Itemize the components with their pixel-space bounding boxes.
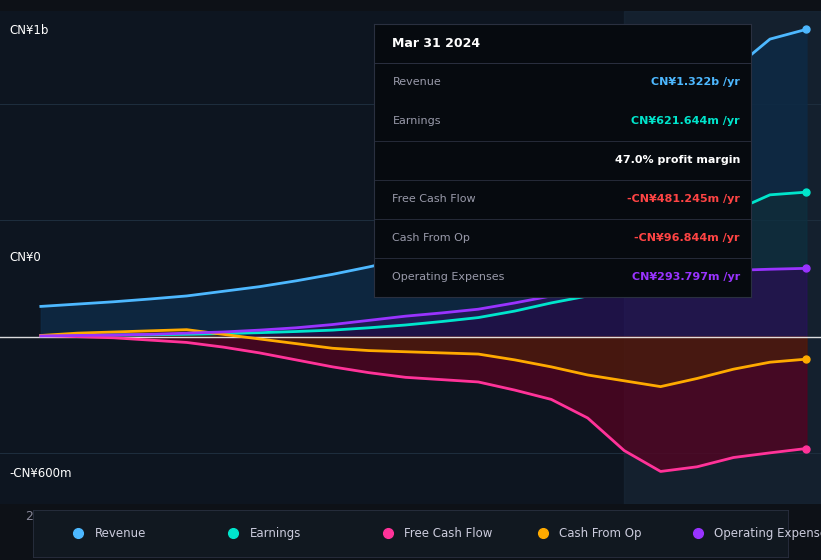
Text: -CN¥600m: -CN¥600m [10, 468, 72, 480]
Text: CN¥621.644m /yr: CN¥621.644m /yr [631, 116, 740, 126]
Text: Earnings: Earnings [392, 116, 441, 126]
Text: Mar 31 2024: Mar 31 2024 [392, 36, 480, 49]
Text: Cash From Op: Cash From Op [392, 234, 470, 244]
Text: CN¥1.322b /yr: CN¥1.322b /yr [651, 77, 740, 87]
Text: CN¥293.797m /yr: CN¥293.797m /yr [631, 273, 740, 282]
Bar [624, 11, 821, 504]
Text: -CN¥96.844m /yr: -CN¥96.844m /yr [635, 234, 740, 244]
Text: Cash From Op: Cash From Op [559, 527, 642, 540]
Text: Operating Expenses: Operating Expenses [714, 527, 821, 540]
Text: CN¥1b: CN¥1b [10, 24, 49, 36]
Text: Earnings: Earnings [250, 527, 301, 540]
Text: CN¥0: CN¥0 [10, 251, 42, 264]
Text: Free Cash Flow: Free Cash Flow [392, 194, 476, 204]
Text: Free Cash Flow: Free Cash Flow [405, 527, 493, 540]
Text: Revenue: Revenue [94, 527, 146, 540]
Text: Operating Expenses: Operating Expenses [392, 273, 505, 282]
Text: Revenue: Revenue [392, 77, 441, 87]
Text: 47.0% profit margin: 47.0% profit margin [614, 155, 740, 165]
Text: -CN¥481.245m /yr: -CN¥481.245m /yr [627, 194, 740, 204]
